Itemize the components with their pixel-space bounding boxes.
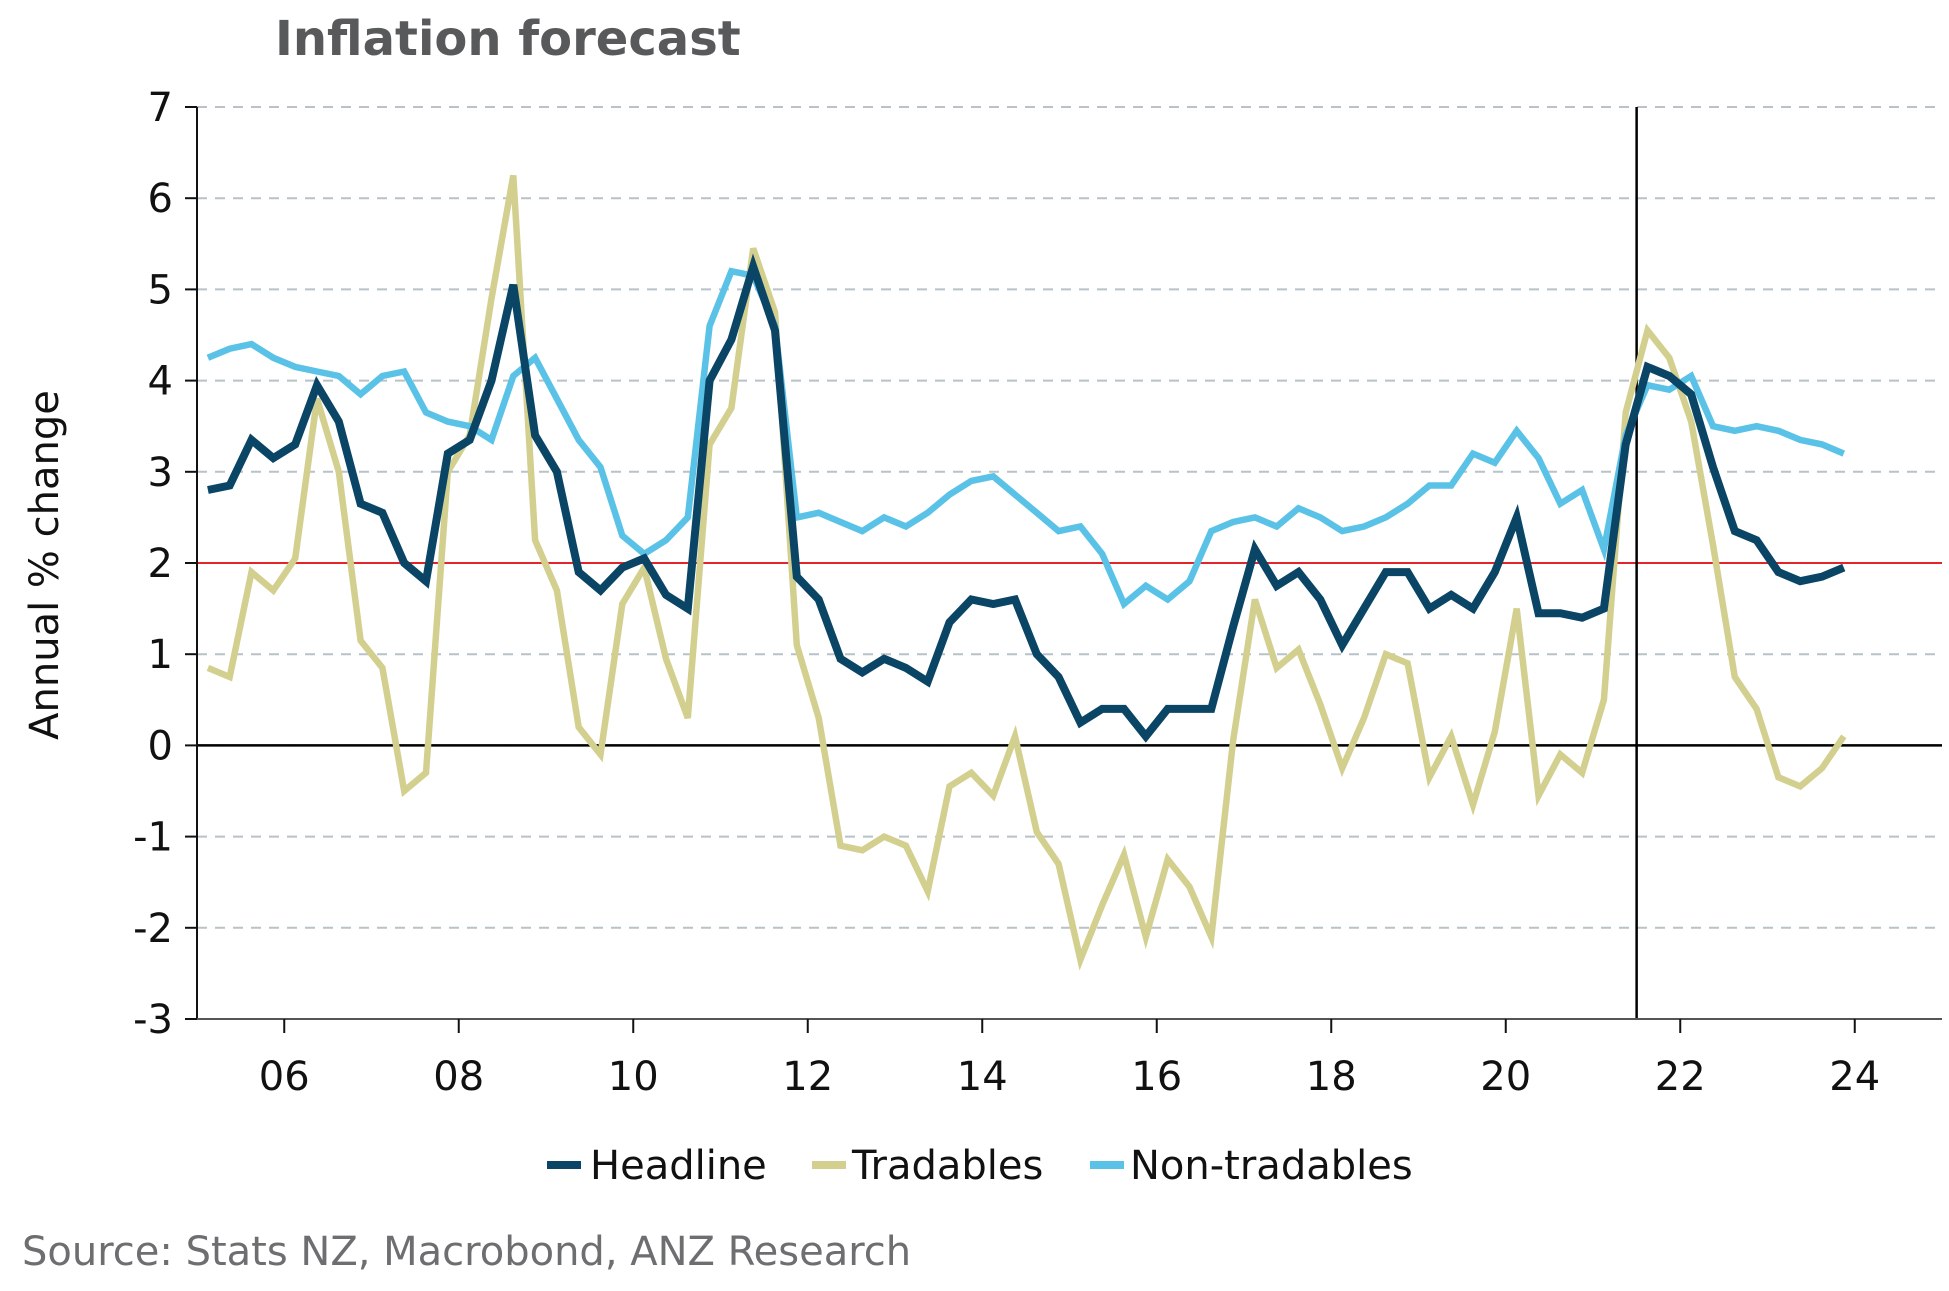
y-tick-label: 2 [148, 541, 173, 587]
x-tick-label: 06 [259, 1054, 310, 1100]
series-lines [206, 174, 1847, 971]
legend-swatch-headline [547, 1161, 581, 1169]
series-line-non-tradables [206, 267, 1846, 610]
x-tick-label: 14 [957, 1054, 1008, 1100]
y-tick-label: -1 [133, 815, 173, 861]
x-tick-label: 20 [1480, 1054, 1531, 1100]
x-tick-label: 12 [782, 1054, 833, 1100]
y-tick-label: -2 [133, 906, 173, 952]
legend: Headline Tradables Non-tradables [547, 1143, 1413, 1189]
y-tick-label: 0 [148, 723, 173, 769]
x-tick-label: 24 [1829, 1054, 1880, 1100]
reference-lines [197, 107, 1942, 1019]
source-note: Source: Stats NZ, Macrobond, ANZ Researc… [22, 1229, 911, 1275]
legend-swatch-tradables [812, 1161, 846, 1169]
legend-label-tradables: Tradables [851, 1143, 1043, 1189]
y-tick-label: 3 [148, 450, 173, 496]
y-tick-label: 6 [148, 176, 173, 222]
chart-title: Inflation forecast [275, 11, 741, 67]
legend-item-non-tradables: Non-tradables [1090, 1143, 1413, 1189]
x-tick-label: 18 [1306, 1054, 1357, 1100]
legend-item-headline: Headline [547, 1143, 767, 1189]
y-axis-title: Annual % change [22, 390, 68, 740]
y-tick-label: 1 [148, 632, 173, 678]
legend-swatch-non-tradables [1090, 1161, 1124, 1169]
x-tick-label: 22 [1655, 1054, 1706, 1100]
y-tick-label: 5 [148, 267, 173, 313]
legend-label-non-tradables: Non-tradables [1130, 1143, 1413, 1189]
legend-item-tradables: Tradables [812, 1143, 1043, 1189]
y-tick-label: 4 [148, 359, 173, 405]
x-tick-label: 16 [1131, 1054, 1182, 1100]
x-tick-label: 08 [433, 1054, 484, 1100]
y-tick-label: -3 [133, 997, 173, 1043]
series-line-headline [207, 253, 1846, 743]
legend-label-headline: Headline [590, 1143, 767, 1189]
series-line-tradables [206, 174, 1847, 971]
y-tick-label: 7 [148, 85, 173, 131]
x-tick-label: 10 [608, 1054, 659, 1100]
